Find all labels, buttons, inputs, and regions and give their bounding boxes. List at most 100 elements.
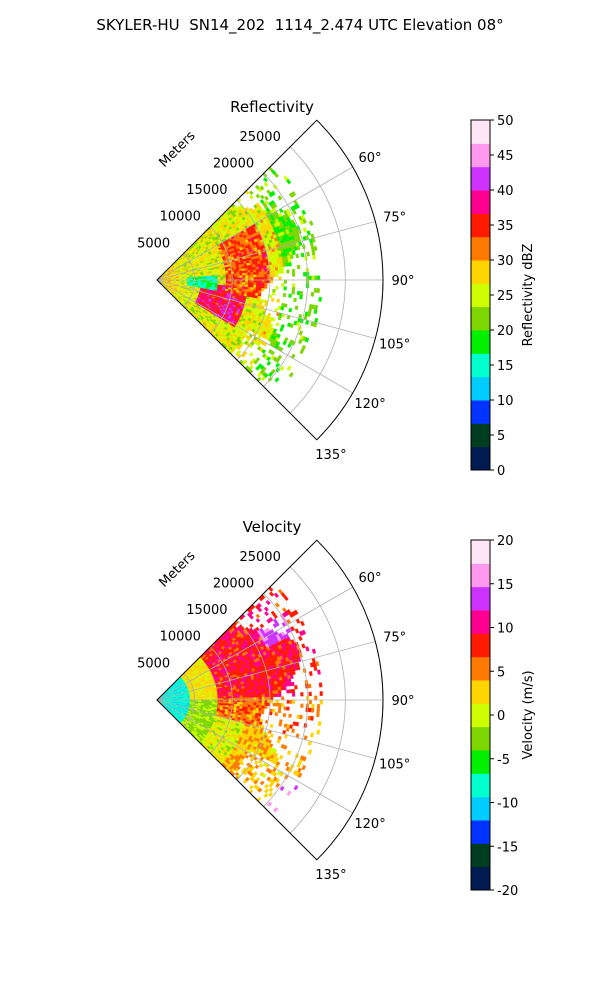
data-cell [303,272,307,277]
data-cell [225,696,229,699]
data-cell [256,279,260,283]
data-cell [261,277,265,281]
theta-tick-label: 60° [359,151,382,166]
data-cell [228,695,232,699]
data-cell [250,282,254,286]
data-cell [258,268,262,273]
data-cell [233,691,238,695]
theta-tick-label: 135° [315,448,346,463]
theta-tick-label: 105° [379,338,410,353]
data-cell [236,695,240,699]
data-cell [233,703,238,707]
figure-title: SKYLER-HU SN14_202 1114_2.474 UTC Elevat… [96,16,504,34]
data-cell [250,269,254,273]
data-cell [239,704,243,707]
data-cell [247,687,251,691]
data-cell [269,273,274,278]
data-cell [264,276,268,281]
data-cell [241,270,246,274]
data-cell [234,275,238,279]
data-cell [263,268,268,272]
data-cell [313,288,318,293]
data-cell [317,275,321,281]
data-cell [256,282,260,286]
data-cell [283,303,288,308]
data-cell [236,691,240,694]
data-field [156,166,322,383]
data-cell [228,701,232,705]
data-cell [306,251,310,257]
data-cell [244,284,249,288]
theta-tick-label: 120° [354,397,385,412]
data-cell [220,276,224,279]
data-cell [288,293,292,298]
data-cell [247,282,252,286]
data-cell [299,294,303,300]
colorbar-segment [471,260,490,284]
data-cell [217,276,221,279]
data-cell [255,287,260,291]
data-cell [236,284,240,287]
colorbar-segment [471,306,490,331]
data-cell [247,267,251,271]
data-cell [272,267,276,272]
data-cell [236,271,240,274]
data-cell [272,288,276,293]
data-cell [278,270,282,274]
r-axis-label: Meters [157,128,199,170]
data-cell [283,286,287,291]
data-cell [244,692,249,696]
data-cell [255,266,259,270]
colorbar-tick-label: 10 [497,394,514,409]
data-cell [310,291,315,297]
data-cell [291,286,296,291]
data-cell [259,279,263,283]
panel-title: Reflectivity [230,98,314,116]
data-cell [239,690,243,694]
colorbar-tick-label: 35 [497,219,514,234]
data-cell [228,281,232,285]
data-cell [242,704,246,708]
data-cell [233,271,238,275]
data-cell [214,276,218,279]
data-cell [236,281,240,285]
data-cell [258,287,262,292]
data-cell [239,282,243,285]
data-cell [252,269,257,273]
data-cell [314,275,318,281]
data-cell [252,287,257,291]
data-cell [261,282,265,286]
data-cell [228,275,232,279]
colorbar-segment [471,213,490,238]
data-cell [236,273,240,276]
data-cell [293,297,297,303]
data-cell [245,282,249,285]
panel-reflectivity: 50001000015000200002500060°75°90°105°120… [137,98,536,479]
colorbar-segment [471,330,490,354]
theta-tick-label: 90° [391,274,414,289]
data-cell [239,702,243,705]
data-cell [280,283,285,287]
data-cell [263,265,268,269]
r-tick-label: 15000 [186,183,227,198]
data-cell [269,264,273,269]
colorbar-tick-label: 5 [497,429,505,444]
colorbar-segment [471,376,490,401]
data-cell [253,284,257,288]
data-cell [223,701,227,704]
data-cell [206,697,210,699]
data-cell [209,696,213,699]
data-cell [239,284,243,287]
data-cell [249,267,254,271]
data-cell [299,291,304,296]
theta-tick-label: 75° [383,210,406,225]
data-cell [271,264,276,269]
data-cell [209,276,213,279]
data-cell [270,279,274,284]
r-tick-label: 20000 [213,156,254,171]
data-cell [214,696,218,699]
data-cell [247,704,251,708]
data-cell [264,282,268,286]
data-cell [288,262,292,267]
